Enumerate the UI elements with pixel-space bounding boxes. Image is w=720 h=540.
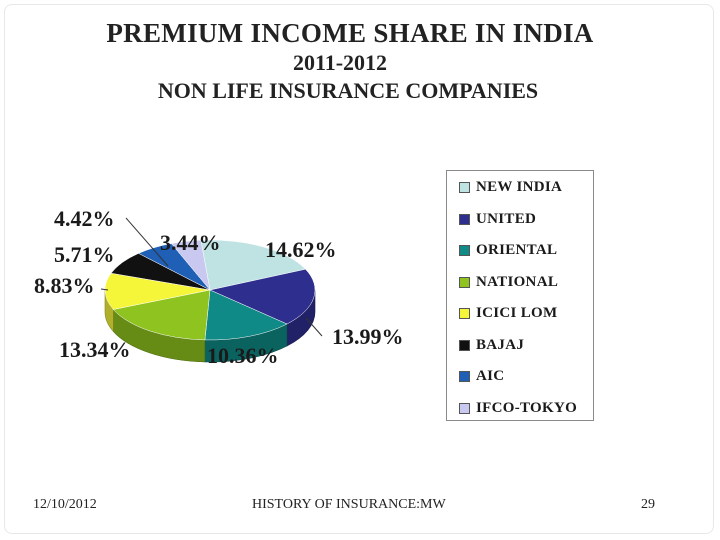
legend-swatch xyxy=(459,244,470,256)
legend-item-united: UNITED xyxy=(459,211,536,227)
pie-slice-united xyxy=(209,268,316,325)
footer-title: HISTORY OF INSURANCE:MW xyxy=(252,497,446,512)
data-label-united: 13.99% xyxy=(332,324,404,349)
legend-item-bajaj: BAJAJ xyxy=(459,337,524,353)
data-label-oriental: 10.36% xyxy=(207,343,279,368)
legend-item-ifco-tokyo: IFCO-TOKYO xyxy=(459,400,577,416)
legend-item-icici-lom: ICICI LOM xyxy=(459,305,557,321)
legend-swatch xyxy=(459,213,470,225)
legend-label: NEW INDIA xyxy=(476,178,563,195)
legend-swatch xyxy=(459,276,470,288)
footer-date: 12/10/2012 xyxy=(33,497,97,512)
slide-frame xyxy=(4,4,714,534)
data-label-bajaj: 5.71% xyxy=(54,242,115,267)
legend-label: AIC xyxy=(476,367,505,384)
pie-slice-icici-lom xyxy=(104,272,211,310)
legend-swatch xyxy=(459,339,470,351)
legend-label: NATIONAL xyxy=(476,273,559,290)
pie-slice-ifco-tokyo xyxy=(170,239,211,291)
leader-line xyxy=(100,288,109,291)
legend-label: BAJAJ xyxy=(476,336,525,353)
legend-label: IFCO-TOKYO xyxy=(476,399,578,416)
legend-swatch xyxy=(459,181,470,193)
legend-item-aic: AIC xyxy=(459,368,504,384)
legend-swatch xyxy=(459,370,470,382)
data-label-national: 13.34% xyxy=(59,337,131,362)
leader-line xyxy=(305,317,323,337)
pie-slice-new-india xyxy=(200,239,306,291)
footer-page-number: 29 xyxy=(641,497,655,512)
legend-swatch xyxy=(459,307,470,319)
legend-item-new-india: NEW INDIA xyxy=(459,179,562,195)
leader-line xyxy=(125,217,169,267)
slide-subtitle-year: 2011-2012 xyxy=(292,50,388,75)
data-label-icici-lom: 8.83% xyxy=(34,273,95,298)
slide-title: PREMIUM INCOME SHARE IN INDIA xyxy=(106,18,594,48)
chart-legend: NEW INDIA UNITED ORIENTAL NATIONAL ICICI LOM… xyxy=(446,170,594,421)
legend-label: ORIENTAL xyxy=(476,241,558,258)
legend-swatch xyxy=(459,402,470,414)
data-label-ifco-tokyo: 3.44% xyxy=(160,230,221,255)
pie-slice-national xyxy=(112,289,211,341)
legend-label: UNITED xyxy=(476,210,537,227)
legend-item-national: NATIONAL xyxy=(459,274,558,290)
slide-subtitle-category: NON LIFE INSURANCE COMPANIES xyxy=(157,78,539,103)
pie-slice-oriental xyxy=(204,289,288,341)
legend-label: ICICI LOM xyxy=(476,304,558,321)
legend-item-oriental: ORIENTAL xyxy=(459,242,557,258)
data-label-new-india: 14.62% xyxy=(265,237,337,262)
data-label-aic: 4.42% xyxy=(54,206,115,231)
